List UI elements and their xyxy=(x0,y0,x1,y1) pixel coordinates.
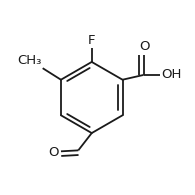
Text: F: F xyxy=(88,34,96,47)
Text: O: O xyxy=(139,40,150,53)
Text: O: O xyxy=(49,146,59,159)
Text: OH: OH xyxy=(161,68,181,82)
Text: CH₃: CH₃ xyxy=(17,54,42,67)
